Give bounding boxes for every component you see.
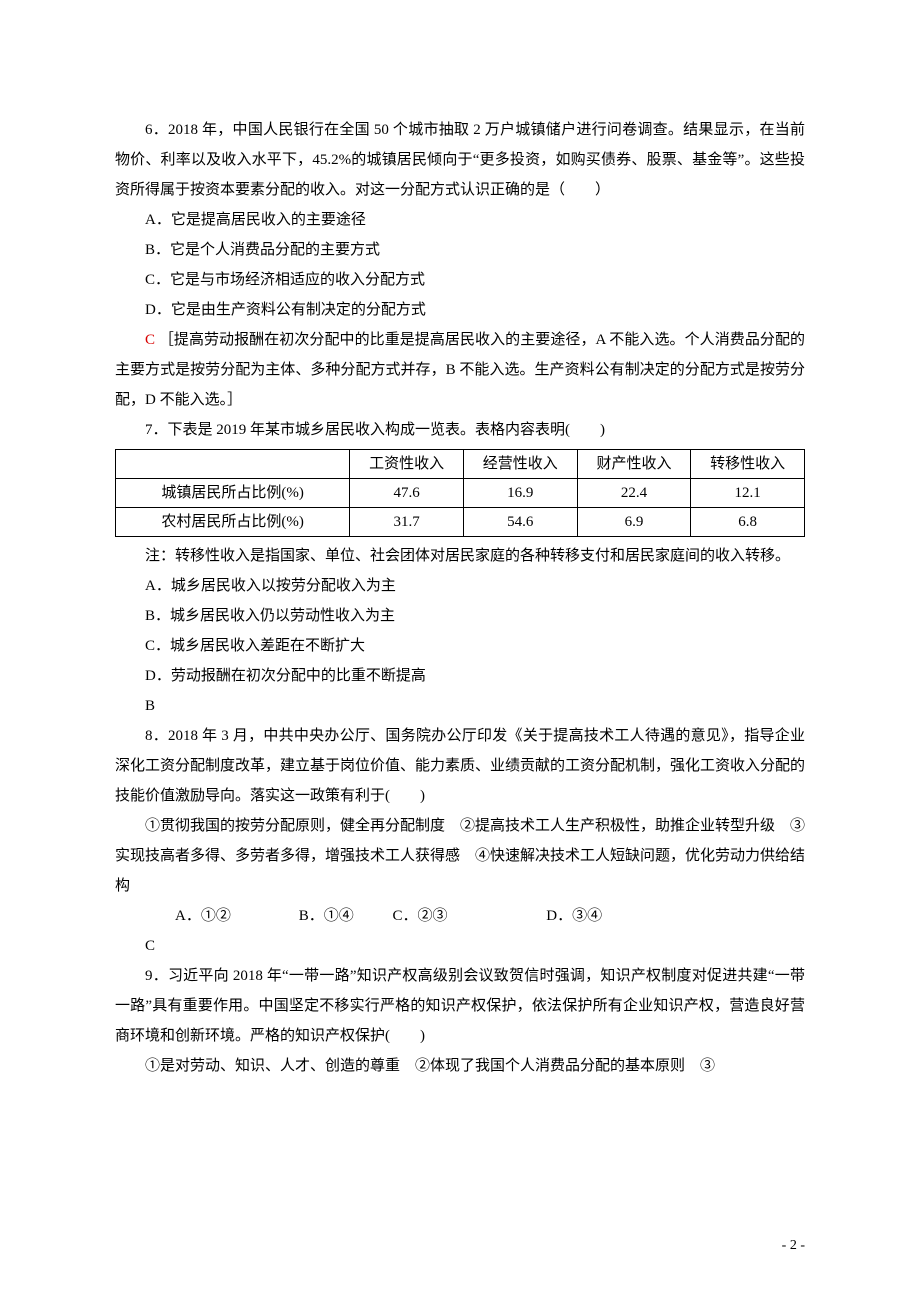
q7-option-d: D．劳动报酬在初次分配中的比重不断提高 <box>115 661 805 691</box>
th-blank <box>116 450 350 479</box>
q6-stem: 6．2018 年，中国人民银行在全国 50 个城市抽取 2 万户城镇储户进行问卷… <box>115 115 805 205</box>
table-row: 农村居民所占比例(%) 31.7 54.6 6.9 6.8 <box>116 508 805 537</box>
q8-option-b: B．①④ <box>269 901 359 931</box>
document-page: 6．2018 年，中国人民银行在全国 50 个城市抽取 2 万户城镇储户进行问卷… <box>0 0 920 1302</box>
cell-r2c3: 6.9 <box>577 508 691 537</box>
q7-option-a: A．城乡居民收入以按劳分配收入为主 <box>115 571 805 601</box>
q8-answer: C <box>115 931 805 961</box>
q8-options: A．①② B．①④ C．②③ D．③④ <box>115 901 805 931</box>
q6-option-b: B．它是个人消费品分配的主要方式 <box>115 235 805 265</box>
cell-r1c0: 城镇居民所占比例(%) <box>116 479 350 508</box>
th-col4: 转移性收入 <box>691 450 805 479</box>
cell-r1c3: 22.4 <box>577 479 691 508</box>
th-col2: 经营性收入 <box>463 450 577 479</box>
q8-items: ①贯彻我国的按劳分配原则，健全再分配制度 ②提高技术工人生产积极性，助推企业转型… <box>115 811 805 901</box>
q7-note: 注：转移性收入是指国家、单位、社会团体对居民家庭的各种转移支付和居民家庭间的收入… <box>115 541 805 571</box>
q7-option-b: B．城乡居民收入仍以劳动性收入为主 <box>115 601 805 631</box>
q7-table: 工资性收入 经营性收入 财产性收入 转移性收入 城镇居民所占比例(%) 47.6… <box>115 449 805 537</box>
th-col1: 工资性收入 <box>350 450 464 479</box>
q9-items-partial: ①是对劳动、知识、人才、创造的尊重 ②体现了我国个人消费品分配的基本原则 ③ <box>115 1051 805 1081</box>
table-row: 城镇居民所占比例(%) 47.6 16.9 22.4 12.1 <box>116 479 805 508</box>
q8-option-d: D．③④ <box>516 901 602 931</box>
q7-option-c: C．城乡居民收入差距在不断扩大 <box>115 631 805 661</box>
q6-explanation: C ［提高劳动报酬在初次分配中的比重是提高居民收入的主要途径，A 不能入选。个人… <box>115 325 805 415</box>
cell-r1c1: 47.6 <box>350 479 464 508</box>
q8-stem: 8．2018 年 3 月，中共中央办公厅、国务院办公厅印发《关于提高技术工人待遇… <box>115 721 805 811</box>
cell-r2c0: 农村居民所占比例(%) <box>116 508 350 537</box>
cell-r1c2: 16.9 <box>463 479 577 508</box>
cell-r2c1: 31.7 <box>350 508 464 537</box>
q6-answer-letter: C <box>145 332 155 348</box>
cell-r2c2: 54.6 <box>463 508 577 537</box>
q8-option-c: C．②③ <box>363 901 513 931</box>
q6-option-d: D．它是由生产资料公有制决定的分配方式 <box>115 295 805 325</box>
q9-stem: 9．习近平向 2018 年“一带一路”知识产权高级别会议致贺信时强调，知识产权制… <box>115 961 805 1051</box>
q8-option-a: A．①② <box>145 901 265 931</box>
table-header-row: 工资性收入 经营性收入 财产性收入 转移性收入 <box>116 450 805 479</box>
cell-r1c4: 12.1 <box>691 479 805 508</box>
page-number: - 2 - <box>782 1232 805 1260</box>
th-col3: 财产性收入 <box>577 450 691 479</box>
q7-stem: 7．下表是 2019 年某市城乡居民收入构成一览表。表格内容表明( ) <box>115 415 805 445</box>
q6-explain-text: ［提高劳动报酬在初次分配中的比重是提高居民收入的主要途径，A 不能入选。个人消费… <box>115 332 805 408</box>
q6-option-a: A．它是提高居民收入的主要途径 <box>115 205 805 235</box>
q7-answer: B <box>115 691 805 721</box>
q6-option-c: C．它是与市场经济相适应的收入分配方式 <box>115 265 805 295</box>
cell-r2c4: 6.8 <box>691 508 805 537</box>
